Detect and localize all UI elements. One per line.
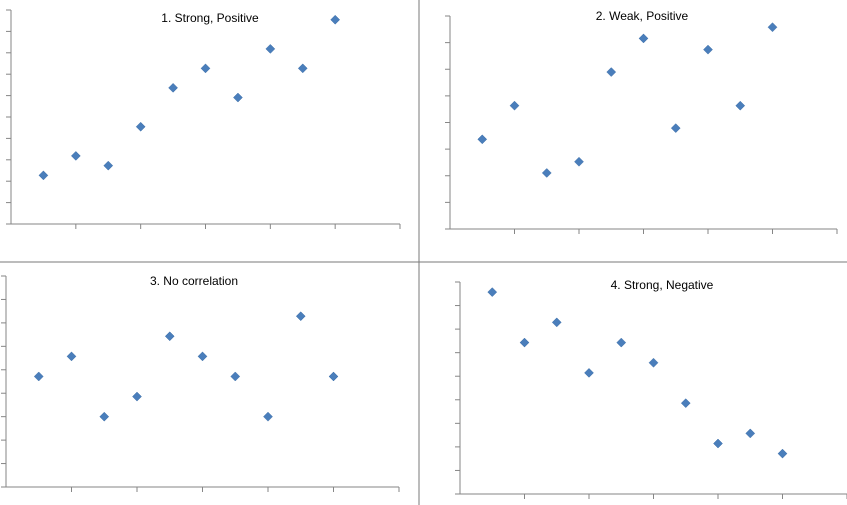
data-point: [745, 428, 756, 439]
chart-title: 3. No correlation: [150, 274, 238, 288]
data-points: [477, 22, 778, 178]
chart-panel-weak-positive: 2. Weak, Positive: [445, 9, 838, 234]
data-point: [735, 100, 746, 111]
data-points: [33, 311, 339, 422]
data-point: [777, 448, 788, 459]
data-point: [703, 44, 713, 55]
data-point: [66, 351, 77, 362]
chart-panel-no-correlation: 3. No correlation: [1, 274, 400, 492]
data-point: [265, 44, 276, 54]
data-point: [713, 438, 723, 449]
data-point: [638, 33, 649, 44]
data-point: [330, 14, 341, 25]
data-point: [103, 160, 114, 171]
data-points: [487, 287, 788, 459]
data-point: [233, 92, 243, 103]
data-point: [648, 357, 659, 368]
data-point: [487, 287, 498, 297]
axes: [445, 15, 838, 234]
data-point: [132, 391, 142, 402]
data-point: [295, 311, 306, 322]
data-point: [584, 368, 594, 378]
data-point: [38, 170, 49, 181]
data-point: [541, 168, 552, 178]
data-point: [767, 22, 778, 33]
data-point: [328, 371, 339, 382]
data-point: [70, 151, 81, 161]
chart-title: 1. Strong, Positive: [161, 11, 259, 25]
data-point: [551, 317, 562, 328]
data-point: [99, 411, 110, 422]
data-point: [574, 156, 584, 167]
axes: [455, 281, 847, 499]
data-point: [230, 371, 241, 382]
data-point: [519, 337, 530, 348]
data-point: [197, 351, 208, 362]
chart-panel-strong-negative: 4. Strong, Negative: [455, 278, 847, 499]
data-point: [168, 82, 178, 93]
data-point: [670, 123, 681, 133]
data-point: [135, 121, 146, 132]
data-point: [297, 63, 308, 74]
data-point: [164, 331, 175, 342]
data-point: [477, 134, 488, 145]
data-point: [263, 411, 273, 422]
data-point: [200, 63, 211, 74]
chart-title: 4. Strong, Negative: [611, 278, 714, 292]
chart-panel-strong-positive: 1. Strong, Positive: [6, 9, 401, 229]
chart-title: 2. Weak, Positive: [596, 9, 689, 23]
data-point: [680, 398, 691, 408]
data-points: [38, 14, 341, 181]
axes: [1, 275, 400, 492]
data-point: [509, 100, 520, 111]
axes: [6, 9, 401, 229]
data-point: [33, 371, 44, 382]
data-point: [616, 337, 627, 348]
data-point: [606, 67, 617, 77]
